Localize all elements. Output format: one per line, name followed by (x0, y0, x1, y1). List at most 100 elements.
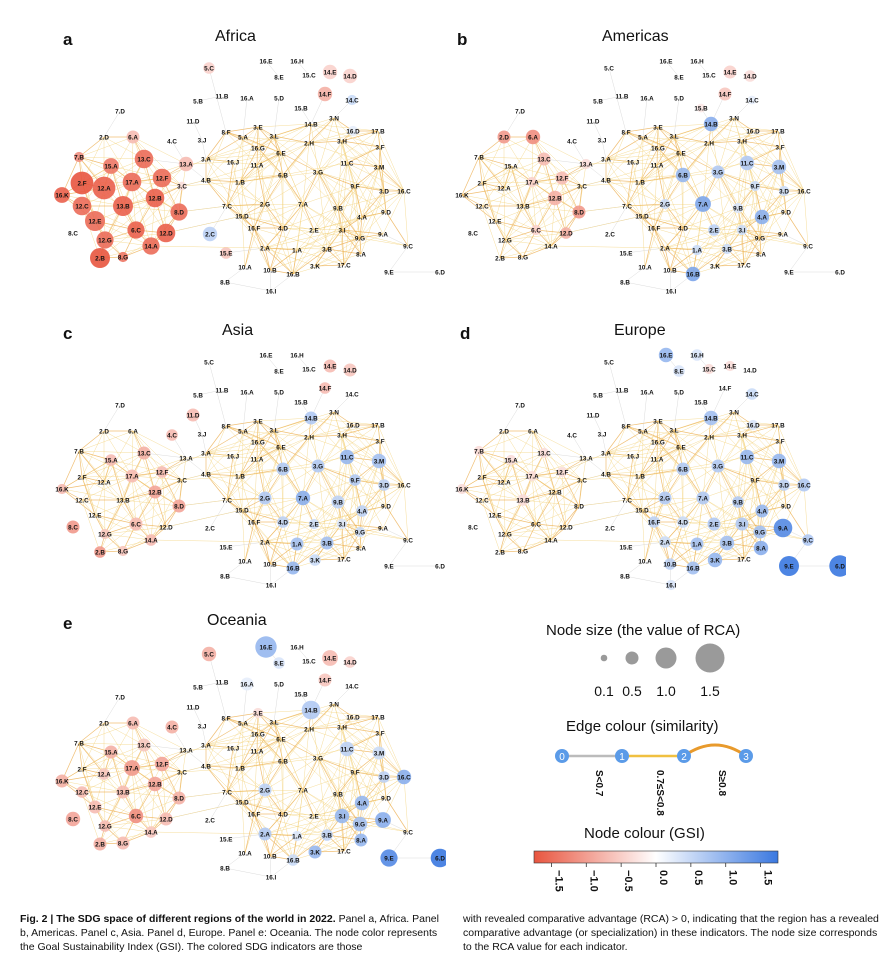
node-marker (137, 738, 151, 752)
edge (354, 185, 385, 192)
node-marker (145, 534, 157, 546)
edge (510, 165, 563, 179)
node-label: 3.E (253, 125, 262, 132)
edge (104, 825, 152, 833)
edge (296, 835, 345, 852)
node-label: 9.A (778, 232, 788, 239)
node-label: 3.C (577, 184, 587, 191)
edge (282, 411, 335, 470)
node-label: 3.M (774, 459, 785, 466)
node-label: 14.B (304, 708, 318, 715)
edge (264, 497, 294, 569)
edge (178, 499, 228, 507)
node-label: 3.N (729, 410, 739, 417)
edge (682, 207, 739, 229)
node-label: 13.A (579, 162, 593, 169)
edge (337, 190, 405, 209)
edge (504, 232, 567, 241)
node-marker (572, 205, 586, 219)
edge (737, 140, 743, 209)
node-label: 3.K (710, 558, 720, 565)
edge (225, 126, 259, 133)
edge (609, 205, 628, 235)
edge (717, 465, 743, 525)
node-marker (773, 518, 793, 538)
node-marker (66, 520, 80, 534)
edge (733, 117, 780, 168)
node-label: 4.B (201, 764, 211, 771)
edge (642, 391, 648, 432)
edge (581, 475, 641, 481)
edge (696, 60, 710, 76)
edge (150, 771, 183, 833)
edge (664, 229, 743, 249)
node-label: 16.B (286, 858, 300, 865)
edge (337, 776, 405, 795)
edge (99, 815, 137, 845)
node-label: 14.E (324, 364, 337, 371)
node-label: 11.D (187, 705, 200, 712)
edge (741, 229, 762, 255)
edge (737, 460, 780, 503)
edge (264, 815, 315, 835)
edge (103, 452, 145, 483)
edge (499, 205, 524, 259)
node-label: 6.E (276, 151, 285, 158)
node-label: 12.D (159, 817, 173, 824)
edge (317, 465, 387, 507)
node-label: 3.L (269, 428, 278, 435)
edge (241, 801, 271, 857)
edge (314, 248, 328, 267)
node-marker (356, 505, 368, 517)
edge (273, 391, 280, 431)
node-marker (159, 812, 173, 826)
edge (664, 247, 671, 271)
edge (388, 245, 409, 273)
edge (81, 499, 137, 525)
edge (292, 793, 339, 861)
node-marker (322, 650, 338, 666)
edge (81, 476, 96, 516)
node-label: 8.E (674, 369, 683, 376)
node-label: 7.A (698, 202, 708, 209)
node-label: 8.G (518, 549, 528, 556)
node-marker (105, 454, 117, 466)
edge (317, 130, 379, 173)
node-label: 15.E (620, 545, 633, 552)
edge (264, 227, 284, 249)
node-label: 14.D (343, 74, 357, 81)
node-marker (258, 783, 272, 797)
node-label: 11.C (741, 455, 754, 462)
edge (656, 142, 710, 166)
node-label: 14.C (345, 98, 359, 105)
edge (264, 815, 343, 835)
node-marker (145, 188, 165, 208)
node-label: 3.F (375, 439, 384, 446)
panel-oceania: e Oceania 5.C 16.E 16.H 8.E 15.C 14.E 14.D 14.F… (0, 610, 446, 890)
edge (708, 130, 754, 144)
node-label: 16.I (266, 289, 277, 296)
edge (503, 430, 533, 477)
edge (777, 130, 805, 192)
edge (382, 776, 405, 821)
edge (626, 475, 641, 501)
edge (94, 806, 152, 833)
node-label: 12.B (148, 490, 162, 497)
edge (185, 455, 234, 459)
node-label: 12.F (556, 176, 569, 183)
edge (641, 136, 644, 217)
edge (232, 161, 243, 217)
edge (532, 136, 587, 165)
edge (317, 703, 335, 759)
node-label: 3.E (253, 711, 262, 718)
colour-legend-tick-label: −1.5 (552, 870, 564, 892)
edge (696, 237, 761, 251)
edge (78, 450, 124, 501)
node-label: 3.K (310, 850, 320, 857)
edge (535, 185, 583, 231)
edge (561, 471, 567, 528)
edge (257, 709, 312, 735)
node-label: 9.B (333, 500, 343, 507)
node-label: 14.B (704, 122, 718, 129)
node-marker (172, 499, 186, 513)
